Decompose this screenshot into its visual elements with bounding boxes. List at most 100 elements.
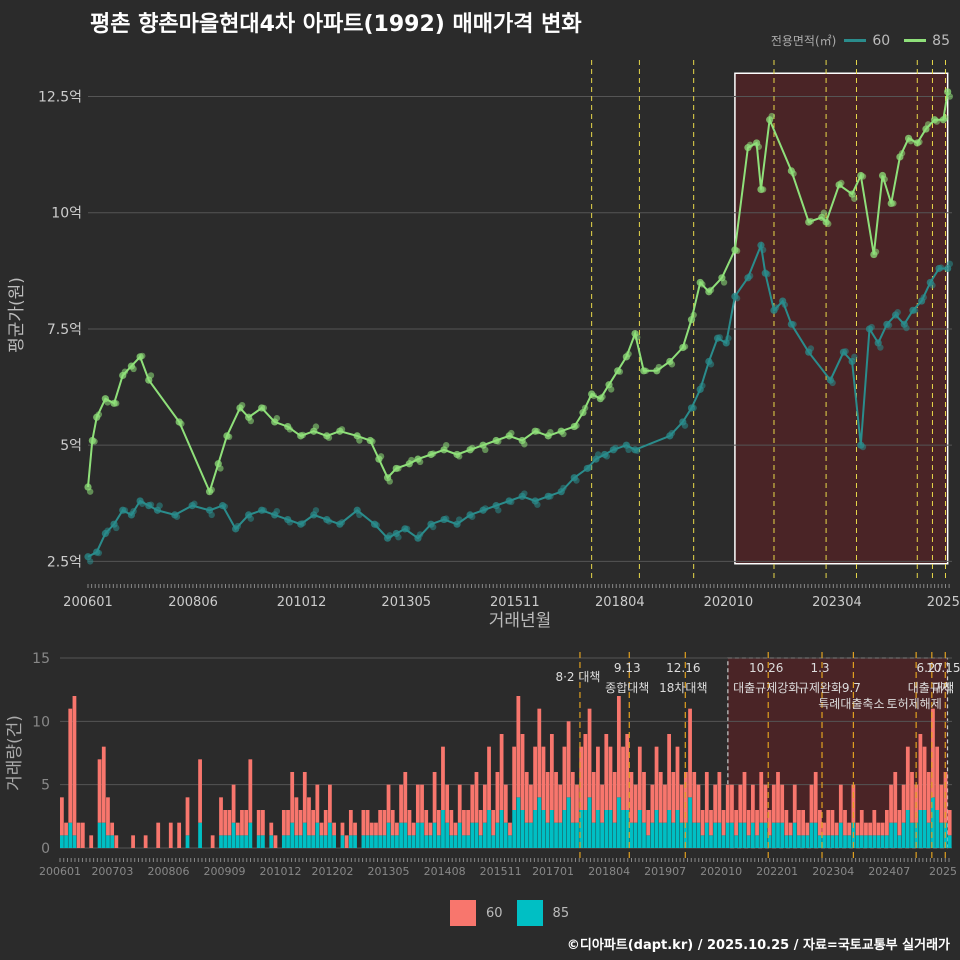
bar-85 bbox=[688, 797, 692, 848]
bar-60 bbox=[700, 810, 705, 836]
bar-60 bbox=[922, 746, 927, 810]
policy-annotation: 대출규제 bbox=[908, 681, 952, 695]
scatter-point-60 bbox=[442, 515, 450, 522]
bar-85 bbox=[554, 822, 558, 848]
bar-60 bbox=[311, 810, 316, 836]
scatter-point-85 bbox=[881, 176, 888, 183]
x-tick-label-bar: 201408 bbox=[424, 865, 466, 878]
x-tick-label: 201305 bbox=[381, 595, 431, 610]
bar-60 bbox=[294, 797, 299, 836]
bar-85 bbox=[692, 822, 697, 848]
bar-85 bbox=[922, 810, 927, 848]
bar-60 bbox=[210, 835, 215, 848]
bar-85 bbox=[311, 835, 316, 848]
bar-85 bbox=[495, 822, 500, 848]
policy-annotation: 대책 bbox=[932, 680, 954, 695]
bar-85 bbox=[386, 822, 391, 848]
scatter-point-60 bbox=[130, 507, 137, 515]
bar-85 bbox=[307, 835, 311, 848]
bar-60 bbox=[97, 759, 102, 823]
bar-85 bbox=[780, 822, 785, 848]
scatter-point-60 bbox=[781, 301, 789, 308]
bar-85 bbox=[926, 822, 931, 848]
bar-60 bbox=[646, 810, 651, 836]
bar-85 bbox=[763, 822, 768, 848]
policy-annotation: 10.15 bbox=[926, 661, 960, 675]
legend-line-60 bbox=[844, 39, 867, 42]
bar-85 bbox=[809, 822, 814, 848]
scatter-point-60 bbox=[790, 321, 797, 328]
bar-60 bbox=[315, 784, 320, 823]
bar-60 bbox=[60, 797, 64, 836]
bar-85 bbox=[533, 810, 537, 848]
bar-60 bbox=[612, 772, 617, 823]
bar-60 bbox=[302, 772, 307, 823]
bar-85 bbox=[947, 835, 952, 848]
bar-60 bbox=[495, 772, 500, 823]
scatter-point-60 bbox=[234, 522, 241, 530]
bar-85 bbox=[604, 810, 609, 848]
bar-60 bbox=[399, 784, 403, 823]
bar-60 bbox=[926, 772, 931, 823]
bar-85 bbox=[889, 822, 893, 848]
bar-60 bbox=[298, 810, 303, 836]
bar-60 bbox=[579, 746, 584, 810]
x-tick-label: 202304 bbox=[812, 595, 862, 610]
x-tick-label-bar: 201804 bbox=[588, 865, 630, 878]
bar-85 bbox=[805, 835, 810, 848]
bar-85 bbox=[570, 822, 575, 848]
bar-85 bbox=[516, 797, 521, 848]
bar-60 bbox=[503, 784, 508, 823]
bar-60 bbox=[361, 810, 366, 836]
bar-60 bbox=[876, 822, 881, 836]
bar-60 bbox=[625, 734, 630, 810]
bar-60 bbox=[696, 784, 701, 823]
bar-60 bbox=[788, 822, 793, 836]
bar-85 bbox=[361, 835, 366, 848]
bar-85 bbox=[600, 822, 604, 848]
bar-60 bbox=[508, 822, 512, 836]
bar-85 bbox=[432, 822, 437, 848]
bar-85 bbox=[424, 835, 429, 848]
bar-85 bbox=[269, 835, 274, 848]
bar-85 bbox=[713, 822, 718, 848]
bar-85 bbox=[353, 835, 357, 848]
bar-85 bbox=[231, 822, 236, 848]
bar-85 bbox=[801, 835, 806, 848]
bar-60 bbox=[721, 810, 726, 836]
scatter-point-60 bbox=[147, 501, 155, 508]
bar-85 bbox=[332, 835, 336, 848]
bar-85 bbox=[441, 810, 445, 848]
scatter-point-60 bbox=[690, 404, 697, 412]
bar-60 bbox=[847, 822, 852, 836]
bar-60 bbox=[432, 772, 437, 823]
bar-85 bbox=[872, 835, 877, 848]
bar-60 bbox=[771, 784, 776, 823]
scatter-point-85 bbox=[599, 393, 606, 401]
bar-85 bbox=[784, 835, 789, 848]
y-tick-label: 2.5억 bbox=[47, 554, 82, 570]
scatter-point-85 bbox=[429, 450, 437, 457]
bar-60 bbox=[834, 822, 839, 836]
scatter-point-85 bbox=[733, 247, 741, 255]
scatter-point-85 bbox=[312, 423, 320, 430]
bar-60 bbox=[935, 746, 940, 810]
scatter-point-85 bbox=[707, 286, 715, 294]
scatter-point-85 bbox=[890, 200, 897, 207]
bar-60 bbox=[763, 784, 768, 823]
policy-annotation: 12.16 bbox=[666, 661, 700, 675]
scatter-point-85 bbox=[521, 441, 528, 448]
bar-60 bbox=[441, 746, 445, 810]
x-tick-label-bar: 201202 bbox=[312, 865, 354, 878]
bar-85 bbox=[457, 822, 462, 848]
bar-85 bbox=[290, 822, 295, 848]
policy-annotation: 대출규제강화 bbox=[733, 681, 799, 695]
scatter-point-60 bbox=[260, 507, 268, 514]
scatter-point-85 bbox=[325, 434, 333, 441]
bar-85 bbox=[880, 835, 885, 848]
scatter-point-85 bbox=[238, 401, 246, 409]
scatter-point-85 bbox=[655, 363, 663, 371]
scatter-point-85 bbox=[634, 334, 641, 341]
bar-60 bbox=[395, 822, 399, 836]
scatter-point-85 bbox=[825, 220, 832, 228]
